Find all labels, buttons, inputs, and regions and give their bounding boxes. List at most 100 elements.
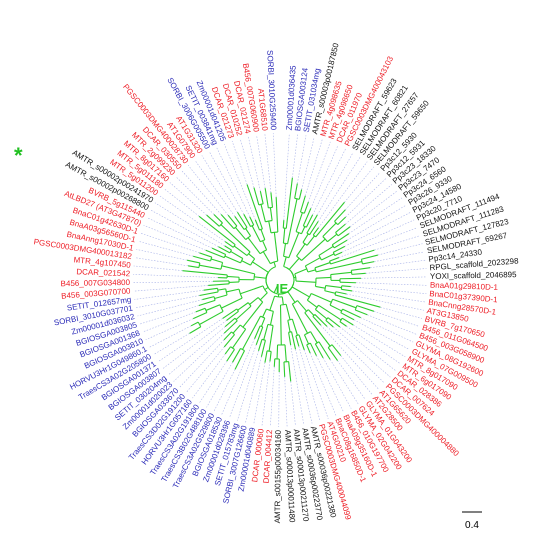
leaf-guide [345, 184, 392, 225]
tree-branch-segment [327, 317, 341, 328]
tree-branch-segment [304, 312, 331, 347]
tree-branch-arc [295, 334, 300, 337]
tree-branch-segment [287, 291, 296, 303]
tree-branch-segment [245, 228, 252, 237]
leaf-guide [206, 362, 233, 408]
tree-branch-arc [274, 295, 283, 298]
tree-branch-segment [211, 247, 226, 256]
tree-branch-segment [291, 303, 309, 334]
leaf-guide [143, 224, 206, 251]
tree-branch-arc [250, 224, 254, 228]
tree-branch-arc [266, 308, 274, 312]
tree-branch-segment [187, 265, 200, 269]
tree-branch-arc [260, 239, 266, 243]
leaf-guide [194, 159, 236, 217]
tree-branch-segment [249, 216, 255, 226]
tree-branch-arc [265, 219, 273, 223]
tree-branch-segment [327, 347, 338, 361]
tree-branch-segment [362, 261, 375, 265]
tree-branch-arc [232, 244, 236, 248]
leaf-guide [297, 135, 307, 184]
tree-branch-segment [334, 209, 346, 222]
tree-branch-segment [230, 250, 244, 259]
tree-branch-segment [310, 331, 318, 344]
tree-branch-arc [318, 255, 322, 261]
tree-branch-segment [312, 227, 320, 236]
tree-branch-segment [224, 241, 234, 248]
tree-branch-arc [329, 299, 334, 306]
leaf-guide [284, 376, 288, 427]
tree-branch-segment [291, 331, 297, 350]
leaf-guide [154, 202, 225, 247]
leaf-guide [303, 349, 329, 419]
tree-branch-segment [297, 300, 308, 312]
tree-branch-arc [332, 252, 336, 256]
tree-branch-segment [186, 259, 200, 264]
tree-branch-arc [283, 255, 290, 259]
leaf-guide [292, 134, 298, 178]
leaf-guide [149, 325, 192, 348]
tree-branch-segment [234, 350, 245, 370]
tree-branch-segment [303, 334, 310, 345]
tree-branch-segment [226, 349, 235, 362]
leaf-guide [380, 306, 422, 319]
leaf-guide [326, 326, 385, 384]
tree-branch-segment [240, 285, 264, 295]
tree-branch-segment [199, 291, 219, 297]
tree-branch-segment [222, 308, 238, 319]
tree-branch-segment [281, 296, 284, 305]
tree-branch-segment [208, 283, 230, 286]
tree-branch-segment [269, 351, 272, 362]
leaf-guide [239, 138, 255, 188]
tree-branch-segment [234, 216, 245, 230]
leaf-guide [136, 249, 188, 261]
leaf-guide [333, 326, 391, 378]
tree-branch-segment [341, 285, 351, 288]
tree-branch-segment [307, 309, 315, 316]
tree-branch-segment [227, 214, 238, 227]
tree-branch-segment [254, 325, 261, 339]
tree-branch-segment [324, 290, 336, 294]
tree-branch-segment [259, 292, 268, 301]
tree-branch-segment [198, 215, 236, 246]
tree-branch-segment [214, 294, 228, 300]
tree-branch-arc [198, 262, 201, 268]
leaf-guide [208, 151, 245, 215]
leaf-guide [185, 346, 225, 394]
tree-branch-segment [259, 191, 264, 204]
tree-branch-segment [306, 235, 315, 246]
tree-branch-segment [206, 214, 220, 227]
tree-branch-segment [295, 280, 316, 283]
leaf-guide [298, 346, 321, 422]
leaf-guide [373, 311, 420, 327]
leaf-guide [270, 366, 275, 427]
tree-branch-segment [340, 312, 355, 321]
tree-branch-segment [248, 253, 256, 260]
leaf-guide [231, 140, 248, 185]
leaf-guide [308, 141, 331, 203]
tree-branch-segment [295, 212, 303, 232]
leaf-guide [199, 360, 228, 404]
leaf-guide [135, 295, 200, 309]
leaf-guide [353, 324, 406, 358]
tree-branch-segment [310, 292, 332, 303]
tree-branch-segment [288, 361, 292, 382]
tree-branch-segment [182, 270, 228, 276]
scale-bar-label: 0.4 [465, 520, 479, 531]
tree-branch-segment [332, 298, 357, 309]
leaf-guide [305, 139, 323, 196]
leaf-guide [134, 289, 204, 300]
tree-branch-arc [334, 221, 339, 226]
tree-branch-segment [335, 291, 347, 295]
leaf-guide [352, 290, 426, 303]
leaf-guide [245, 356, 262, 423]
leaf-guide [344, 212, 411, 247]
leaf-guide [133, 274, 219, 278]
tree-branch-arc [315, 341, 320, 345]
leaf-guide [360, 276, 427, 279]
leaf-guide [261, 361, 271, 426]
leaf-label: Zm00001d036435 [285, 65, 298, 131]
tree-branch-arc [229, 249, 232, 254]
leaf-guide [139, 305, 199, 325]
tree-branch-segment [282, 228, 286, 244]
